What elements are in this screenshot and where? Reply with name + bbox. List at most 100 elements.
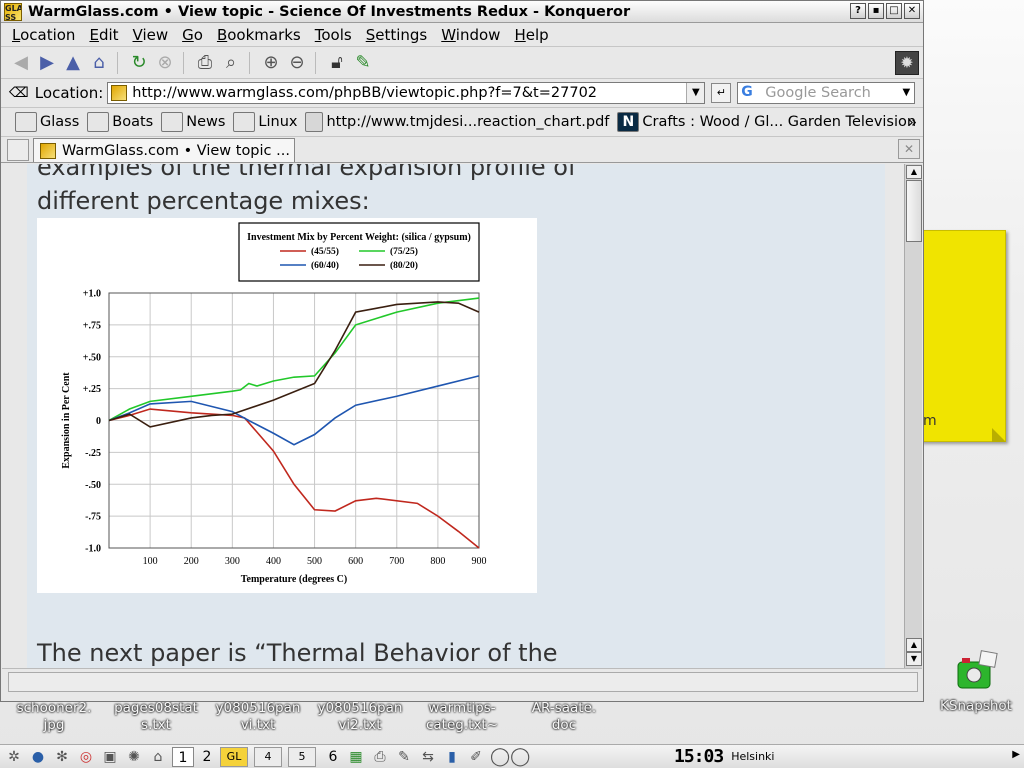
page-viewport[interactable]: examples of the thermal expansion profil…: [2, 164, 904, 668]
home-icon[interactable]: ⌂: [93, 52, 105, 73]
desktop-pager-1[interactable]: 1: [172, 746, 194, 767]
menu-view[interactable]: View: [132, 25, 169, 44]
x-tick-label: 600: [348, 556, 363, 567]
menu-tools[interactable]: Tools: [314, 25, 352, 44]
x-tick-label: 400: [266, 556, 281, 567]
menu-location[interactable]: Location: [12, 25, 76, 44]
scroll-up-icon[interactable]: ▲: [906, 638, 922, 652]
settings-icon[interactable]: ✺: [128, 748, 140, 765]
desktop-icon-pages08stats[interactable]: pages08stat s.txt: [108, 700, 204, 734]
task-app-3[interactable]: 5: [288, 746, 316, 767]
tab-warmglass[interactable]: WarmGlass.com • View topic ...: [33, 138, 295, 162]
go-button[interactable]: ↵: [711, 83, 732, 103]
battery-tray-icon[interactable]: ▮: [448, 748, 456, 765]
bookmark-folder-linux[interactable]: Linux: [233, 112, 297, 132]
eyes-icon[interactable]: ◯◯: [490, 745, 531, 767]
plugins-icon[interactable]: ✎: [355, 52, 371, 73]
expansion-chart-image: 100 200 300 400 500 600 700 800 900 +1.0 +.75 +.50 +…: [37, 218, 537, 593]
desktop-icon-schooner[interactable]: schooner2. jpg: [6, 700, 102, 734]
gear-icon[interactable]: ✻: [56, 748, 68, 765]
bookmark-reaction-chart-pdf[interactable]: http://www.tmjdesi...reaction_chart.pdf: [305, 112, 609, 132]
menu-window[interactable]: Window: [441, 25, 501, 44]
desktop-sticky-note[interactable]: m: [920, 230, 1006, 442]
expansion-chart: 100 200 300 400 500 600 700 800 900 +1.0 +.75 +.50 +…: [61, 222, 487, 585]
scroll-thumb[interactable]: [906, 180, 922, 242]
zoom-out-icon[interactable]: ⊖: [289, 52, 305, 73]
ksnapshot-tray-icon[interactable]: ▦: [349, 748, 363, 765]
security-lock-icon[interactable]: 🔓︎: [331, 52, 343, 73]
url-input[interactable]: http://www.warmglass.com/phpBB/viewtopic…: [107, 82, 706, 104]
desktop-icon-ar-saate[interactable]: AR-saate. doc: [516, 700, 612, 734]
desktop-pager-2[interactable]: 2: [202, 748, 212, 765]
desktop-icon-y080516panvi[interactable]: y080516pan vi.txt: [210, 700, 306, 734]
network-tray-icon[interactable]: ⇆: [422, 748, 434, 765]
y-tick-label: -.25: [85, 448, 101, 459]
minimize-button[interactable]: ▪: [868, 3, 884, 19]
menu-go[interactable]: Go: [182, 25, 203, 44]
bookmark-folder-news[interactable]: News: [161, 112, 225, 132]
y-tick-label: -1.0: [85, 544, 101, 555]
url-history-dropdown-icon[interactable]: ▼: [686, 83, 705, 103]
scroll-down-icon[interactable]: ▼: [906, 652, 922, 666]
bookmark-folder-glass[interactable]: Glass: [15, 112, 79, 132]
desktop-icon-ksnapshot[interactable]: KSnapshot: [934, 650, 1018, 714]
bookmark-label: Linux: [258, 114, 298, 130]
task-app-2[interactable]: 4: [254, 746, 282, 767]
printer-tray-icon[interactable]: ⎙: [374, 748, 386, 765]
help-button[interactable]: ?: [850, 3, 866, 19]
bookmark-crafts-garden-tv[interactable]: N Crafts : Wood / Gl... Garden Television: [617, 112, 916, 132]
clock[interactable]: 15:03: [674, 746, 724, 767]
up-icon[interactable]: ▲: [66, 52, 80, 73]
status-text-area: [8, 672, 918, 692]
paint-tray-icon[interactable]: ✐: [470, 748, 482, 765]
series-line-8020: [108, 301, 480, 428]
tab-favicon-icon: [40, 142, 56, 159]
stop-icon[interactable]: ⊗: [157, 52, 173, 73]
terminal-icon[interactable]: ▣: [103, 748, 117, 765]
new-tab-icon[interactable]: [7, 139, 29, 161]
app-icon[interactable]: GLA SS: [4, 2, 22, 21]
vertical-scrollbar[interactable]: ▲ ▲ ▼: [904, 164, 922, 668]
google-search-input[interactable]: G Google Search ▼: [737, 82, 916, 104]
folder-icon: [233, 112, 256, 132]
home-folder-icon[interactable]: ⌂: [153, 748, 163, 765]
globe-icon[interactable]: ●: [31, 748, 45, 765]
more-bookmarks-icon[interactable]: »: [907, 113, 917, 131]
google-icon: G: [741, 84, 753, 100]
clear-location-icon[interactable]: ⌫: [9, 85, 29, 101]
close-tab-icon[interactable]: ✕: [898, 139, 920, 159]
back-icon[interactable]: ◀: [14, 52, 28, 73]
reload-icon[interactable]: ↻: [131, 52, 147, 73]
bookmark-folder-boats[interactable]: Boats: [87, 112, 153, 132]
menu-edit[interactable]: Edit: [89, 25, 119, 44]
post-text-top: examples of the thermal expansion profil…: [37, 164, 577, 215]
scroll-up-icon[interactable]: ▲: [906, 165, 922, 179]
tab-label: WarmGlass.com • View topic ...: [62, 142, 290, 159]
search-engine-dropdown-icon[interactable]: ▼: [902, 87, 911, 98]
panel-hide-arrow-icon[interactable]: ▶: [1012, 749, 1020, 760]
clock-timezone: Helsinki: [731, 750, 775, 763]
maximize-button[interactable]: □: [886, 3, 902, 19]
task-konqueror[interactable]: GL: [220, 746, 248, 767]
notes-tray-icon[interactable]: ✎: [398, 748, 410, 765]
toolbar-separator: [117, 51, 123, 74]
menu-help[interactable]: Help: [514, 25, 549, 44]
x-tick-label: 500: [307, 556, 322, 567]
location-bar: ⌫ Location: http://www.warmglass.com/php…: [1, 79, 923, 108]
forward-icon[interactable]: ▶: [40, 52, 54, 73]
desktop-icon-y080516panvi2[interactable]: y080516pan vi2.txt: [312, 700, 408, 734]
zoom-in-icon[interactable]: ⊕: [263, 52, 279, 73]
desktop-icon-warmtips[interactable]: warmtips- categ.txt~: [414, 700, 510, 734]
title-bar[interactable]: GLA SS WarmGlass.com • View topic - Scie…: [1, 1, 923, 23]
kde-menu-icon[interactable]: ✲: [8, 748, 20, 765]
print-icon[interactable]: ⎙: [197, 52, 213, 73]
menu-settings[interactable]: Settings: [365, 25, 428, 44]
window-title: WarmGlass.com • View topic - Science Of …: [28, 3, 631, 20]
lifebuoy-icon[interactable]: ◎: [79, 748, 93, 765]
close-button[interactable]: ✕: [904, 3, 920, 19]
post-text-bottom: The next paper is “Thermal Behavior of t…: [37, 639, 558, 667]
desktop-pager-6[interactable]: 6: [328, 748, 338, 765]
y-tick-label: +1.0: [83, 289, 101, 300]
menu-bookmarks[interactable]: Bookmarks: [216, 25, 301, 44]
find-icon[interactable]: ⌕: [225, 52, 237, 73]
